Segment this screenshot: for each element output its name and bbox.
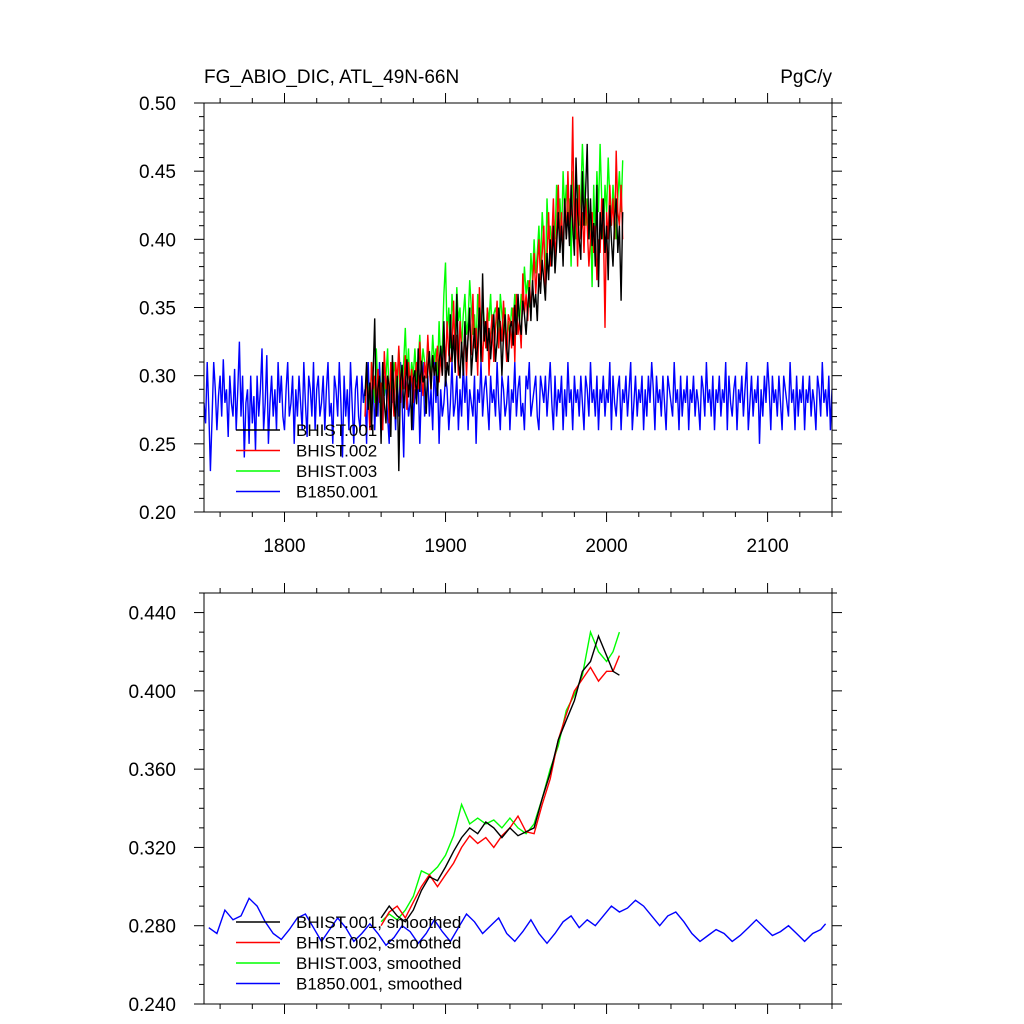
- legend-label: B1850.001, smoothed: [296, 975, 462, 994]
- series-line-bhist-002: [364, 116, 624, 431]
- legend-label: BHIST.003: [296, 462, 377, 481]
- y-tick-label: 0.35: [139, 299, 176, 320]
- y-tick-label: 0.30: [139, 367, 176, 388]
- legend-label: BHIST.001: [296, 421, 377, 440]
- legend-label: BHIST.001, smoothed: [296, 913, 461, 932]
- y-tick-label: 0.20: [139, 503, 176, 524]
- x-tick-label: 2000: [585, 536, 627, 557]
- y-tick-label: 0.50: [139, 94, 176, 115]
- y-tick-label: 0.320: [128, 838, 176, 859]
- series-line-bhist-003-smoothed: [380, 629, 621, 923]
- y-tick-label: 0.280: [128, 917, 176, 938]
- plot-title-right: PgC/y: [780, 67, 832, 88]
- y-tick-label: 0.40: [139, 230, 176, 251]
- x-tick-label: 1800: [263, 536, 305, 557]
- plot-title-left: FG_ABIO_DIC, ATL_49N-66N: [204, 67, 459, 88]
- legend-label: BHIST.002, smoothed: [296, 934, 461, 953]
- y-tick-label: 0.45: [139, 162, 176, 183]
- y-tick-label: 0.440: [128, 604, 176, 625]
- plot-frame: [203, 592, 833, 1005]
- bottom-panel: 0.240 0.280 0.320 0.360 0.400 0.440 BHIST.001,…: [128, 583, 842, 1016]
- x-tick-label: 1900: [424, 536, 466, 557]
- legend-label: B1850.001: [296, 483, 378, 502]
- series-line-bhist-002-smoothed: [380, 655, 621, 927]
- series-line-bhist-001-smoothed: [380, 634, 620, 923]
- top-panel: 1800 1900 2000 2100 0.20 0.25 0.30 0.35 0.40 0.45…: [139, 93, 842, 557]
- legend-label: BHIST.002: [296, 442, 377, 461]
- y-tick-label: 0.400: [128, 682, 176, 703]
- x-tick-label: 2100: [746, 536, 788, 557]
- series-line-b1850-001: [204, 341, 832, 472]
- legend-label: BHIST.003, smoothed: [296, 954, 461, 973]
- y-tick-label: 0.25: [139, 435, 176, 456]
- series-line-b1850-001-smoothed: [208, 897, 827, 947]
- series-line-bhist-001: [364, 143, 624, 472]
- y-tick-label: 0.360: [128, 760, 176, 781]
- y-tick-label: 0.240: [128, 995, 176, 1016]
